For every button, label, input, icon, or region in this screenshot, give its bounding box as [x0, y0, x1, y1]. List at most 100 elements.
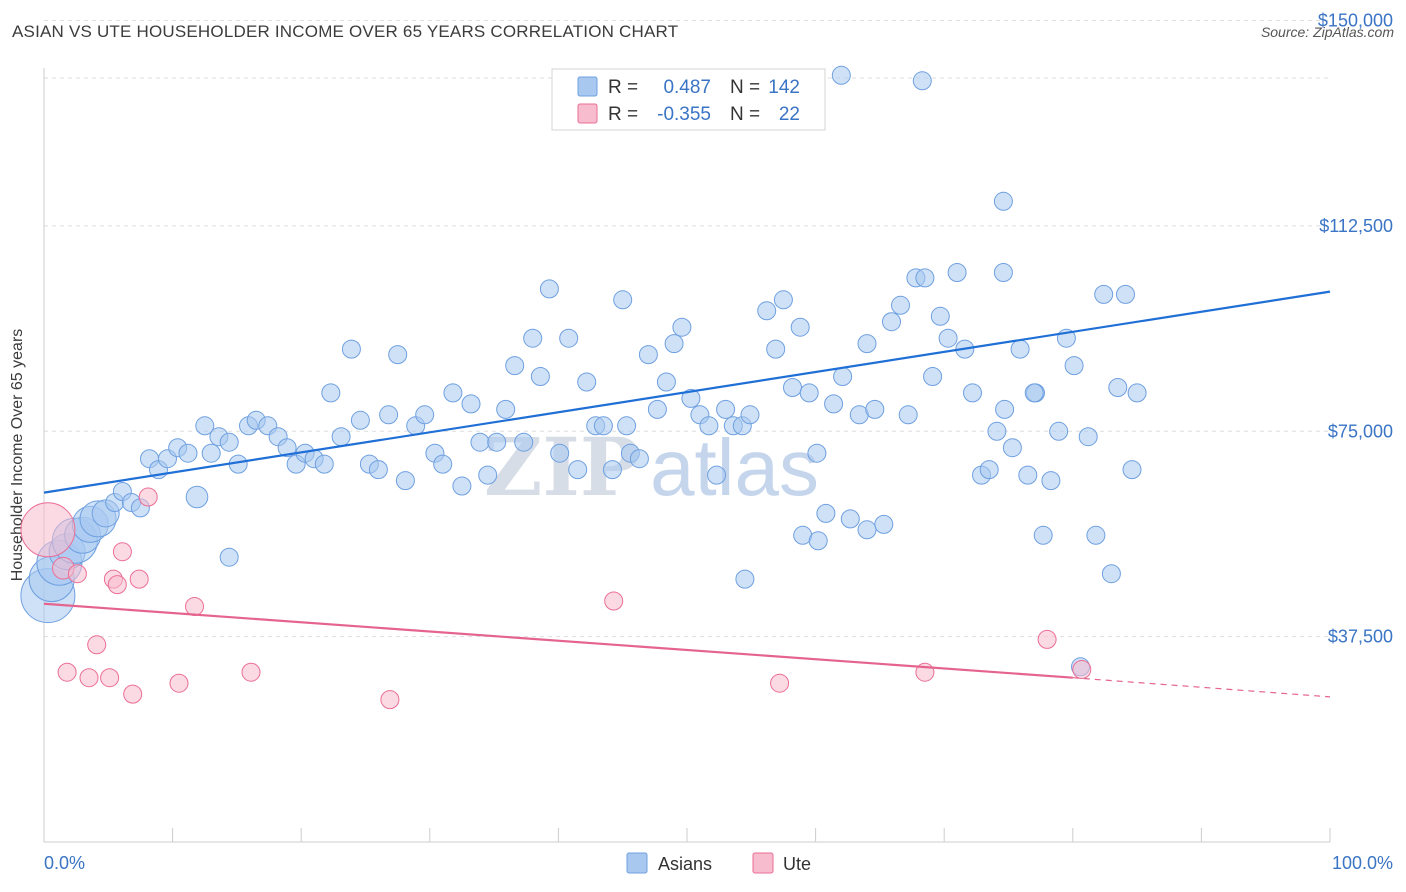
y-tick-label-3: $150,000 — [1318, 11, 1393, 31]
ute-point-8 — [107, 575, 127, 595]
series-legend-label-ute: Ute — [783, 854, 811, 874]
asian-point-134 — [993, 263, 1013, 282]
asian-point-59 — [550, 443, 570, 463]
asian-point-57 — [530, 367, 550, 386]
asian-point-102 — [915, 268, 935, 288]
legend-swatch-asians — [577, 76, 598, 97]
asian-point-33 — [219, 547, 239, 567]
asian-point-88 — [799, 383, 819, 403]
ute-trend-line-extension — [1072, 677, 1331, 698]
asian-point-48 — [452, 476, 472, 496]
legend-n-value-1: 142 — [768, 77, 800, 98]
legend-r-label-1: R = — [608, 77, 638, 98]
ute-point-21 — [1072, 660, 1092, 679]
asian-point-132 — [912, 71, 932, 91]
asian-point-106 — [947, 263, 967, 282]
asian-point-93 — [840, 509, 860, 529]
ute-point-20 — [1037, 629, 1057, 649]
ute-point-0 — [20, 502, 76, 558]
asian-point-133 — [993, 191, 1013, 211]
legend-r-label-2: R = — [608, 104, 638, 125]
asian-point-40 — [379, 405, 399, 425]
ute-point-14 — [185, 597, 204, 616]
legend-r-value-1: 0.487 — [663, 77, 711, 98]
correlation-legend: R = 0.487 N = 142 R = -0.355 N = 22 — [551, 68, 826, 131]
ute-point-4 — [79, 668, 99, 688]
asian-point-98 — [882, 312, 901, 332]
asian-point-18 — [185, 485, 209, 509]
asian-point-99 — [891, 295, 910, 315]
asian-point-126 — [1101, 564, 1121, 584]
asian-point-71 — [656, 372, 676, 392]
asian-point-129 — [1122, 460, 1142, 480]
ute-point-9 — [112, 542, 132, 562]
asian-point-60 — [559, 328, 579, 348]
asian-point-51 — [478, 465, 498, 485]
asian-point-111 — [987, 421, 1007, 441]
asian-point-137 — [735, 569, 755, 589]
asian-point-113 — [1002, 438, 1022, 458]
asian-point-90 — [816, 503, 836, 523]
asian-point-34 — [321, 383, 341, 403]
asian-point-69 — [638, 345, 658, 365]
asian-point-92 — [833, 367, 853, 386]
asian-point-104 — [930, 306, 950, 326]
asian-point-50 — [470, 432, 490, 452]
asian-point-36 — [341, 339, 361, 359]
ute-point-17 — [604, 591, 624, 611]
asian-point-52 — [487, 432, 507, 452]
ute-point-6 — [100, 668, 120, 688]
asian-point-91 — [824, 394, 844, 414]
asian-point-96 — [865, 399, 885, 419]
asian-point-110 — [979, 460, 999, 480]
asian-point-105 — [938, 328, 958, 348]
asian-point-125 — [1094, 284, 1114, 304]
asian-point-28 — [277, 438, 297, 458]
y-tick-label-1: $75,000 — [1328, 421, 1393, 441]
asian-point-56 — [523, 328, 543, 348]
asian-point-42 — [395, 471, 415, 491]
asian-point-54 — [505, 356, 525, 376]
series-legend-swatch-ute — [752, 852, 774, 874]
asian-point-97 — [874, 514, 894, 534]
legend-swatch-ute — [577, 103, 598, 124]
ute-point-13 — [169, 673, 189, 693]
legend-n-label-2: N = — [730, 104, 760, 125]
x-tick-label-0: 0.0% — [44, 853, 85, 873]
asian-point-20 — [201, 443, 221, 463]
asian-point-39 — [368, 460, 388, 480]
asian-point-32 — [314, 454, 334, 474]
asian-point-136 — [857, 520, 877, 540]
asian-point-115 — [1018, 465, 1038, 485]
ute-point-5 — [87, 635, 107, 655]
watermark: ZIP atlas — [484, 420, 819, 514]
x-tick-label-1: 100.0% — [1332, 853, 1393, 873]
asian-point-77 — [707, 465, 727, 485]
x-tick-labels: 0.0% 100.0% — [44, 853, 1393, 873]
asian-point-108 — [963, 383, 982, 403]
legend-n-value-2: 22 — [779, 104, 800, 125]
chart-source: Source: ZipAtlas.com — [1260, 24, 1394, 40]
y-tick-label-0: $37,500 — [1328, 627, 1393, 647]
asian-point-139 — [808, 531, 828, 551]
asian-point-84 — [766, 339, 786, 359]
asian-point-83 — [757, 301, 777, 321]
asian-point-62 — [577, 372, 597, 392]
asian-point-72 — [664, 334, 684, 354]
asian-point-66 — [613, 290, 633, 310]
x-axis-ticks — [43, 828, 1331, 842]
asian-point-68 — [629, 449, 649, 469]
asian-point-61 — [568, 460, 588, 480]
asian-point-81 — [740, 405, 760, 425]
asian-point-64 — [593, 416, 613, 436]
asian-point-37 — [350, 410, 370, 430]
asian-point-123 — [1078, 427, 1098, 447]
ute-point-16 — [380, 690, 400, 710]
series-legend: Asians Ute — [626, 852, 811, 874]
asian-point-95 — [857, 334, 877, 354]
ute-point-10 — [123, 684, 143, 704]
asian-point-121 — [1064, 356, 1084, 376]
ute-point-12 — [138, 487, 158, 507]
asian-point-47 — [443, 383, 463, 403]
